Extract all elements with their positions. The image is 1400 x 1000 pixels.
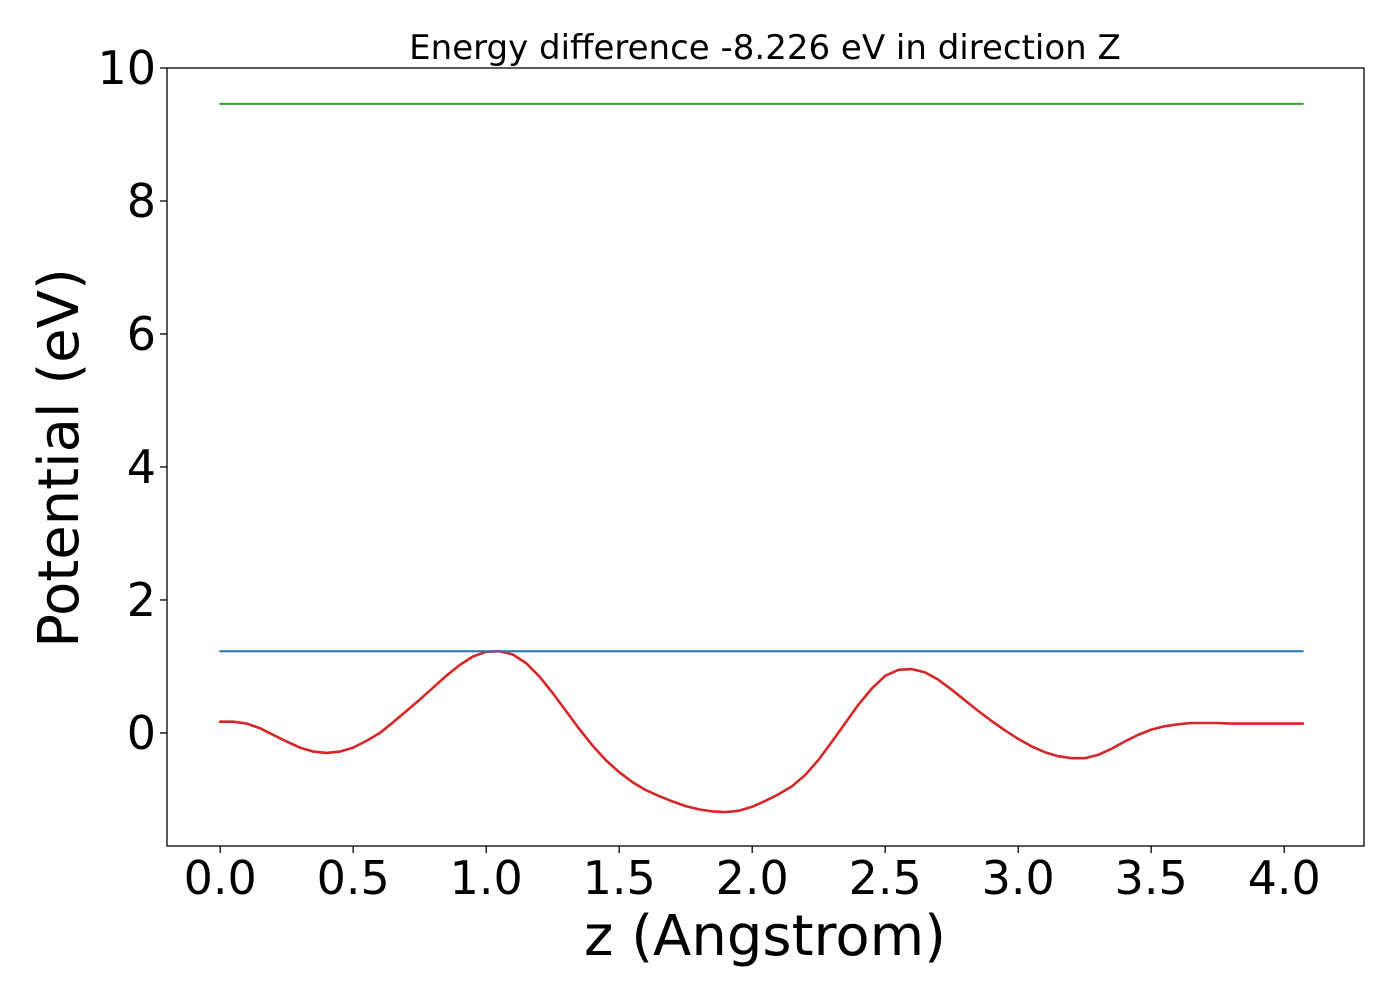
x-tick-label: 4.0 <box>1248 851 1321 905</box>
y-tick-label: 0 <box>127 706 156 760</box>
x-tick-label: 1.5 <box>583 851 656 905</box>
y-tick-label: 8 <box>127 174 156 228</box>
x-axis-label: z (Angstrom) <box>584 904 946 969</box>
chart-title: Energy difference -8.226 eV in direction… <box>409 28 1121 68</box>
y-tick-label: 2 <box>127 573 156 627</box>
x-tick-label: 0.0 <box>184 851 257 905</box>
y-axis-label: Potential (eV) <box>27 268 92 648</box>
y-tick-label: 10 <box>97 41 156 95</box>
x-tick-label: 1.0 <box>450 851 523 905</box>
x-tick-label: 2.5 <box>849 851 922 905</box>
x-tick-label: 0.5 <box>317 851 390 905</box>
x-tick-label: 3.0 <box>982 851 1055 905</box>
plot-frame <box>166 67 1365 847</box>
potential-curve-line <box>218 649 1305 814</box>
y-tick-label: 6 <box>127 307 156 361</box>
x-tick-label: 2.0 <box>716 851 789 905</box>
plot-area: 0.0 0.5 1.0 1.5 2.0 2.5 3.0 3.5 4.0 0 2 4 6 8 10 <box>97 41 1365 905</box>
x-tick-label: 3.5 <box>1115 851 1188 905</box>
y-tick-label: 4 <box>127 440 156 494</box>
